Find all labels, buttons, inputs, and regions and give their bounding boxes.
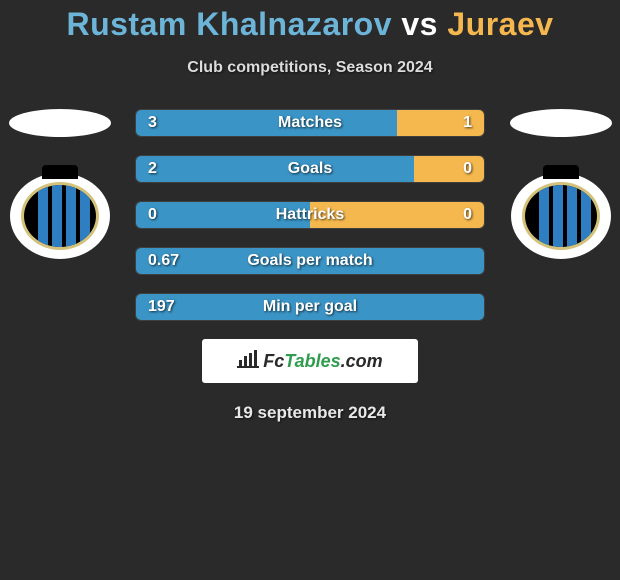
main-content: 3 Matches 1 2 Goals 0 0 Hattricks 0 [0,109,620,321]
stat-label: Goals [136,156,484,182]
brand-box[interactable]: FcTables.com [202,339,418,383]
player2-club-badge [511,173,611,259]
brand-text: FcTables.com [263,351,382,372]
brand-prefix: Fc [263,351,284,371]
player1-name: Rustam Khalnazarov [66,6,392,42]
stat-row-hattricks: 0 Hattricks 0 [135,201,485,229]
player2-name: Juraev [447,6,553,42]
chart-bar-icon [237,350,259,373]
brand-suffix: .com [341,351,383,371]
subtitle: Club competitions, Season 2024 [0,59,620,77]
vs-text: vs [401,6,438,42]
stat-right-val: 0 [463,202,472,228]
right-side [503,109,618,259]
stat-label: Min per goal [136,294,484,320]
player1-club-badge [10,173,110,259]
stat-row-goals: 2 Goals 0 [135,155,485,183]
left-side [2,109,117,259]
stat-label: Matches [136,110,484,136]
stat-row-matches: 3 Matches 1 [135,109,485,137]
stat-right-val: 1 [463,110,472,136]
date-text: 19 september 2024 [0,403,620,423]
stat-bars: 3 Matches 1 2 Goals 0 0 Hattricks 0 [135,109,485,321]
page-title: Rustam Khalnazarov vs Juraev [0,6,620,43]
stat-label: Goals per match [136,248,484,274]
player2-avatar [510,109,612,137]
player1-avatar [9,109,111,137]
stat-row-mpg: 197 Min per goal [135,293,485,321]
stat-right-val: 0 [463,156,472,182]
comparison-card: Rustam Khalnazarov vs Juraev Club compet… [0,0,620,580]
stat-label: Hattricks [136,202,484,228]
stat-row-gpm: 0.67 Goals per match [135,247,485,275]
brand-mid: Tables [284,351,340,371]
